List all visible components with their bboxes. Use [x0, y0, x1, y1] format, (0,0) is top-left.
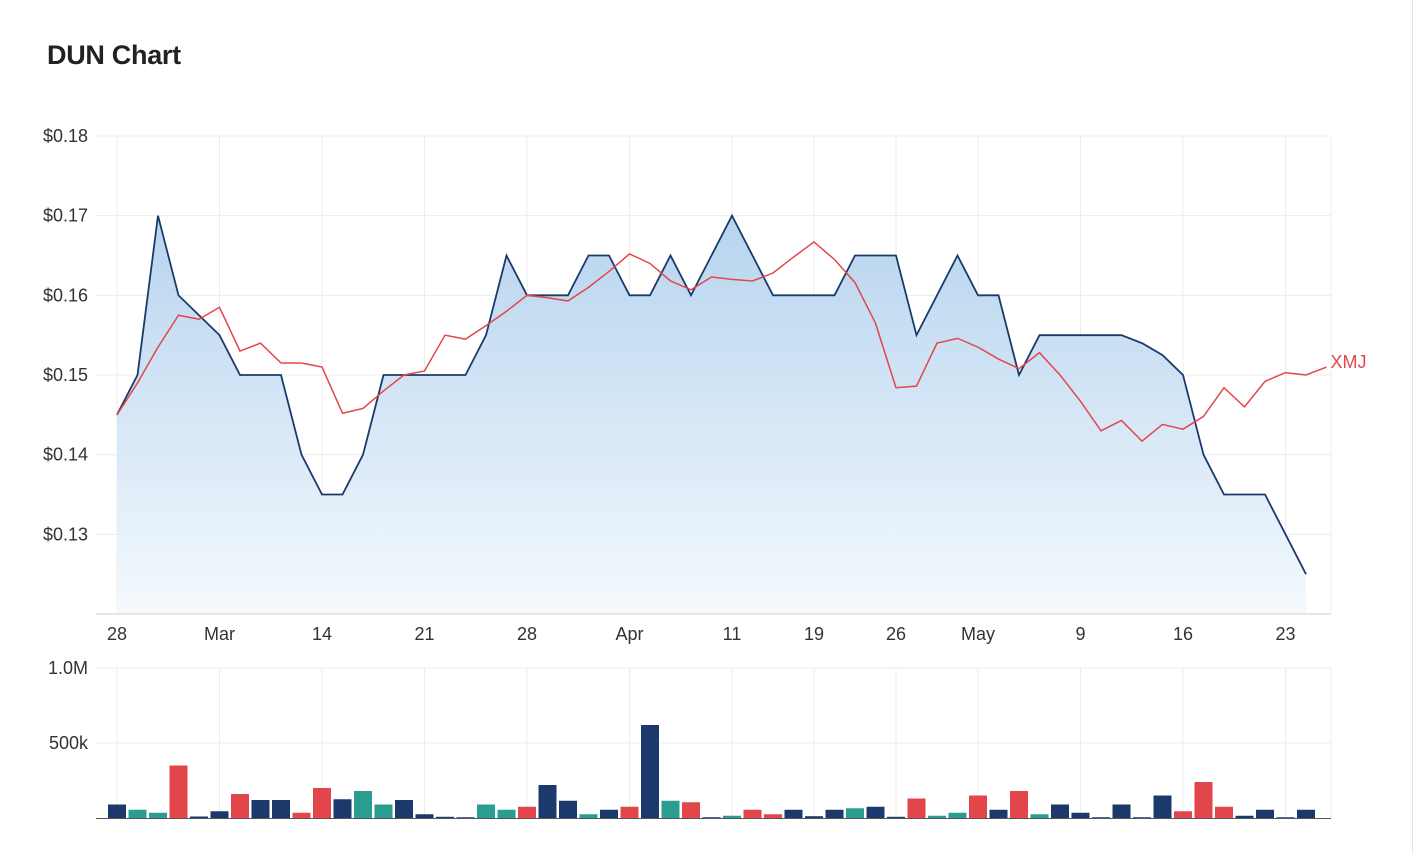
chart-title: DUN Chart	[47, 40, 181, 70]
volume-bar	[866, 806, 885, 818]
x-tick-label: 26	[886, 624, 906, 644]
volume-bar	[1215, 806, 1233, 818]
volume-bar	[600, 809, 618, 818]
volume-bar	[928, 815, 946, 818]
volume-bar	[1051, 804, 1069, 818]
volume-bar	[272, 800, 290, 818]
volume-bar	[1276, 817, 1295, 819]
x-tick-label: Apr	[615, 624, 643, 644]
x-tick-label: 9	[1075, 624, 1085, 644]
volume-bar	[989, 809, 1008, 818]
volume-bar	[149, 812, 167, 818]
volume-bar	[251, 800, 270, 818]
price-tick-label: $0.16	[43, 285, 88, 305]
volume-bar	[1235, 815, 1254, 818]
x-tick-label: 19	[804, 624, 824, 644]
volume-bar	[354, 791, 372, 818]
volume-bar	[887, 816, 905, 818]
volume-bar	[784, 809, 803, 818]
x-tick-label: 16	[1173, 624, 1193, 644]
x-tick-label: 28	[107, 624, 127, 644]
axis-labels: $0.18 $0.17 $0.16 $0.15 $0.14 $0.13 1.0M 500k 28…	[43, 126, 1367, 753]
volume-bar	[661, 800, 680, 818]
x-tick-label: Mar	[204, 624, 235, 644]
volume-bar	[969, 795, 987, 818]
volume-bar	[395, 800, 413, 818]
volume-bar	[846, 808, 864, 818]
volume-bar	[1194, 782, 1213, 818]
xmj-series-label: XMJ	[1331, 352, 1367, 372]
volume-bar	[518, 806, 536, 818]
x-tick-label: 23	[1275, 624, 1295, 644]
volume-bar	[948, 812, 967, 818]
volume-bar	[456, 817, 475, 819]
volume-bar	[477, 804, 495, 818]
volume-bar	[743, 809, 762, 818]
price-area	[117, 215, 1306, 614]
volume-bar	[1174, 811, 1192, 818]
volume-bar	[190, 816, 208, 818]
volume-bar	[1297, 809, 1315, 818]
volume-bar	[210, 811, 229, 818]
volume-bar	[1153, 795, 1172, 818]
x-tick-label: 21	[414, 624, 434, 644]
volume-bar	[1133, 817, 1151, 819]
series-lines	[116, 213, 1327, 575]
volume-bar	[1092, 817, 1110, 819]
price-tick-label: $0.13	[43, 524, 88, 544]
volume-bar	[292, 812, 311, 818]
volume-bar	[805, 816, 823, 818]
x-tick-label: 11	[723, 624, 742, 644]
volume-bar	[907, 798, 926, 818]
volume-bar	[333, 799, 352, 818]
volume-bar	[559, 800, 577, 818]
volume-tick-label: 1.0M	[48, 658, 88, 678]
x-tick-label: 14	[312, 624, 332, 644]
volume-tick-label: 500k	[49, 733, 89, 753]
volume-bar	[1071, 812, 1090, 818]
volume-bar	[538, 785, 557, 818]
volume-bar	[231, 794, 249, 818]
xmj-series-line	[116, 240, 1327, 443]
price-area-fill	[117, 215, 1306, 614]
x-tick-label: 28	[517, 624, 537, 644]
volume-bar	[415, 814, 434, 818]
x-tick-label: May	[961, 624, 995, 644]
volume-bar	[169, 765, 188, 818]
volume-bar	[497, 809, 516, 818]
volume-bar	[702, 817, 721, 819]
axes	[96, 613, 1331, 819]
price-tick-label: $0.18	[43, 126, 88, 146]
volume-bar	[620, 806, 639, 818]
panel-border	[1412, 0, 1413, 854]
volume-bar	[128, 809, 147, 818]
volume-bars	[108, 725, 1315, 819]
price-series-line	[116, 213, 1307, 575]
volume-bar	[1010, 791, 1028, 818]
volume-bar	[108, 804, 126, 818]
volume-bar	[764, 814, 782, 818]
volume-bar	[825, 809, 844, 818]
volume-bar	[374, 804, 393, 818]
price-tick-label: $0.17	[43, 206, 88, 226]
volume-bar	[313, 788, 331, 818]
volume-bar	[641, 725, 659, 818]
volume-bar	[1112, 804, 1131, 818]
price-tick-label: $0.14	[43, 445, 88, 465]
volume-bar	[723, 815, 741, 818]
volume-bar	[1030, 814, 1049, 818]
volume-bar	[682, 802, 700, 818]
volume-bar	[436, 816, 454, 818]
volume-bar	[1256, 809, 1274, 818]
price-tick-label: $0.15	[43, 365, 88, 385]
volume-bar	[579, 814, 598, 818]
